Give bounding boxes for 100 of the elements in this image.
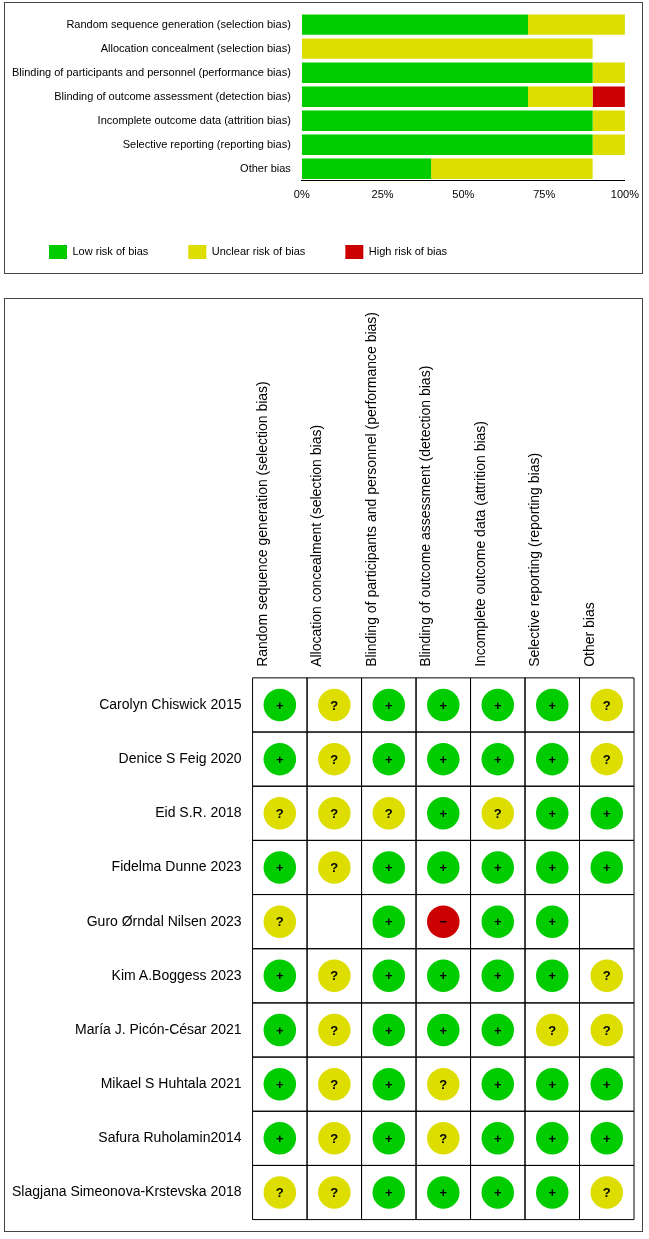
y-tick-label: Denice S Feig 2020	[118, 749, 242, 766]
text: +	[493, 751, 502, 767]
y-tick-label: Blinding of outcome assessment (detection bias)	[54, 89, 291, 102]
text: ?	[602, 1185, 611, 1201]
bar	[592, 134, 625, 155]
bar	[301, 62, 593, 83]
bar	[301, 110, 593, 131]
text: ?	[330, 751, 339, 767]
bar	[592, 110, 625, 131]
text: +	[493, 968, 502, 984]
bar	[592, 62, 625, 83]
y-tick-label: Incomplete outcome data (attrition bias)	[97, 113, 291, 126]
text: +	[385, 1022, 393, 1038]
text: +	[548, 805, 557, 821]
x-tick-label: 100%	[610, 188, 640, 201]
y-tick-label: Carolyn Chiswick 2015	[99, 695, 242, 712]
text: −	[439, 914, 448, 930]
text: ?	[275, 805, 284, 821]
x-tick-label: 0%	[293, 188, 310, 201]
text: ?	[330, 968, 339, 984]
text: +	[548, 751, 557, 767]
text: +	[276, 697, 284, 713]
y-tick-label: Blinding of participants and personnel (performance bias)	[12, 65, 291, 78]
y-tick-label: Fidelma Dunne 2023	[111, 858, 242, 875]
x-tick-label: Incomplete outcome data (attrition bias)	[471, 420, 488, 667]
text: +	[439, 751, 448, 767]
y-tick-label: Slagjana Simeonova-Krstevska 2018	[12, 1183, 242, 1200]
text: ?	[330, 1185, 339, 1201]
text: ?	[602, 1022, 611, 1038]
y-tick-label: María J. Picón-César 2021	[75, 1020, 242, 1037]
text: +	[602, 1130, 611, 1146]
bar	[301, 158, 432, 179]
text: +	[548, 968, 557, 984]
text: +	[439, 968, 448, 984]
text: ?	[330, 860, 339, 876]
text: +	[439, 860, 448, 876]
x-tick-label: Selective reporting (reporting bias)	[526, 452, 543, 667]
text: ?	[548, 1022, 557, 1038]
text: +	[385, 1130, 393, 1146]
y-tick-label: Kim A.Boggess 2023	[111, 966, 242, 983]
text: +	[439, 697, 448, 713]
bar	[301, 38, 593, 59]
text: +	[548, 1076, 557, 1092]
x-tick-label: 75%	[533, 188, 556, 201]
text: +	[276, 860, 284, 876]
text: ?	[493, 805, 502, 821]
text: +	[439, 1022, 448, 1038]
bar	[301, 86, 528, 107]
y-tick-label: Safura Ruholamin2014	[98, 1129, 242, 1146]
text: +	[602, 805, 611, 821]
legend-label: Low risk of bias	[72, 245, 149, 258]
bar	[431, 158, 593, 179]
text: ?	[602, 697, 611, 713]
text: ?	[602, 751, 611, 767]
text: ?	[330, 1076, 339, 1092]
text: +	[385, 968, 393, 984]
text: +	[548, 860, 557, 876]
text: ?	[439, 1076, 448, 1092]
text: ?	[602, 968, 611, 984]
y-tick-label: Selective reporting (reporting bias)	[122, 137, 291, 150]
x-tick-label: 25%	[371, 188, 394, 201]
text: +	[548, 914, 557, 930]
y-tick-label: Other bias	[240, 161, 292, 174]
text: +	[493, 914, 502, 930]
bar	[301, 14, 528, 35]
y-tick-label: Mikael S Huhtala 2021	[100, 1075, 242, 1092]
bar	[301, 134, 593, 155]
y-tick-label: Guro Ørndal Nilsen 2023	[86, 912, 242, 929]
text: +	[385, 1076, 393, 1092]
text: ?	[275, 914, 284, 930]
text: +	[276, 1022, 284, 1038]
text: ?	[330, 1022, 339, 1038]
text: +	[385, 751, 393, 767]
text: +	[385, 1185, 393, 1201]
text: ?	[275, 1185, 284, 1201]
y-tick-label: Random sequence generation (selection bias)	[66, 17, 291, 30]
text: +	[493, 1130, 502, 1146]
text: +	[276, 751, 284, 767]
text: +	[548, 1185, 557, 1201]
bar	[592, 86, 625, 107]
x-tick-label: 50%	[452, 188, 475, 201]
text: +	[602, 860, 611, 876]
text: +	[602, 1076, 611, 1092]
y-tick-label: Eid S.R. 2018	[155, 804, 242, 821]
y-tick-label: Allocation concealment (selection bias)	[100, 41, 291, 54]
text: +	[493, 697, 502, 713]
text: +	[276, 1130, 284, 1146]
text: +	[493, 1022, 502, 1038]
text: +	[548, 697, 557, 713]
text: ?	[330, 1130, 339, 1146]
text: +	[493, 860, 502, 876]
legend-label: High risk of bias	[368, 245, 448, 258]
text: +	[276, 968, 284, 984]
text: ?	[330, 697, 339, 713]
bar	[528, 14, 625, 35]
text: +	[439, 805, 448, 821]
x-tick-label: Other bias	[580, 602, 597, 667]
text: +	[385, 697, 393, 713]
text: ?	[384, 805, 393, 821]
text: ?	[439, 1130, 448, 1146]
